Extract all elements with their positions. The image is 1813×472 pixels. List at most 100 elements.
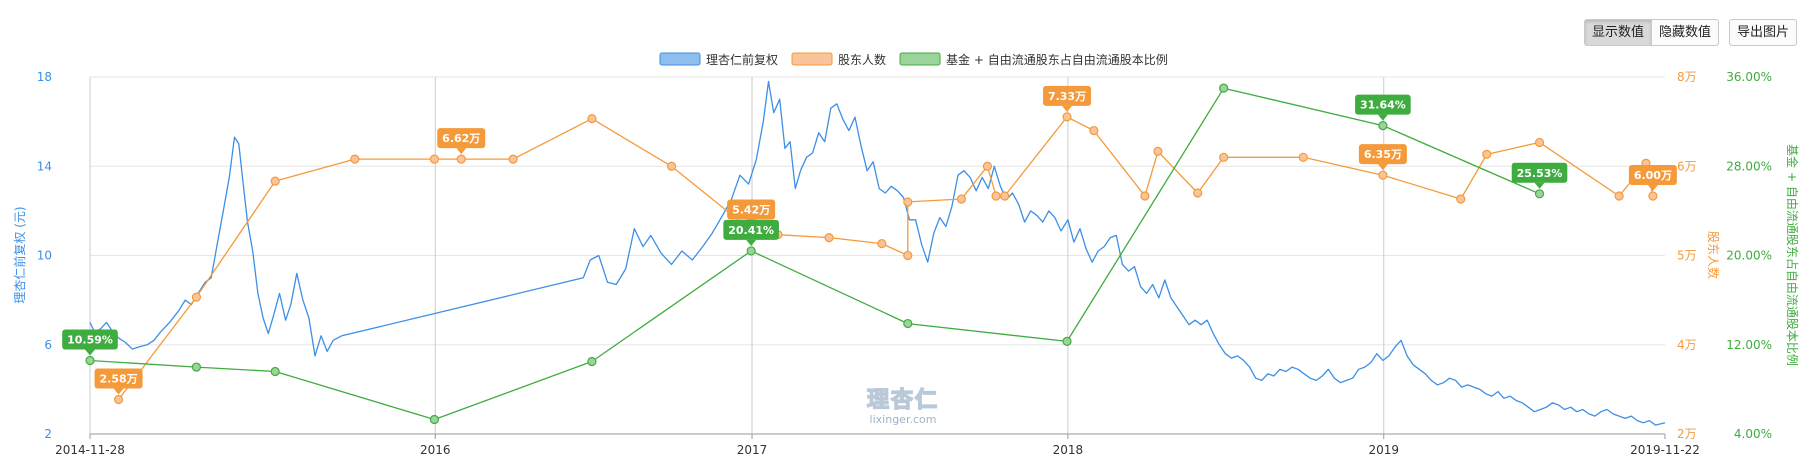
data-point <box>1648 191 1658 201</box>
data-point <box>903 250 913 261</box>
data-label-box <box>723 219 779 240</box>
data-label-pointer <box>1534 182 1545 189</box>
data-label-pointer <box>1062 105 1073 112</box>
data-point <box>113 394 124 405</box>
series-line <box>89 87 1540 421</box>
data-label-text: 20.41% <box>728 224 774 237</box>
data-point <box>1153 146 1163 156</box>
legend-swatch <box>659 52 701 66</box>
data-point <box>1614 191 1624 201</box>
data-label: 10.59% <box>62 329 118 356</box>
data-label-box <box>1628 165 1677 185</box>
y-right-tick-label: 20.00% <box>1726 249 1772 263</box>
data-label-text: 7.33万 <box>1048 90 1086 103</box>
hide-values-button[interactable]: 隐藏数值 <box>1651 19 1719 46</box>
watermark-domain: lixinger.com <box>870 413 937 426</box>
series-line <box>118 116 1654 400</box>
data-point <box>1482 149 1492 159</box>
data-point <box>191 292 202 302</box>
data-point <box>191 362 202 372</box>
y-right-tick-label: 36.00% <box>1726 70 1772 84</box>
data-label: 2.58万 <box>94 368 143 395</box>
legend-label: 理杏仁前复权 <box>706 52 778 67</box>
data-point <box>956 194 967 204</box>
data-label-box <box>1355 94 1411 115</box>
x-tick-label: 2019-11-22 <box>1630 443 1700 457</box>
data-point <box>1378 170 1388 180</box>
data-point <box>508 154 518 164</box>
y-right-tick-label: 12.00% <box>1726 338 1772 352</box>
legend: 理杏仁前复权 股东人数 基金 + 自由流通股东占自由流通股本比例 <box>659 52 1168 67</box>
data-label: 7.33万 <box>1043 85 1092 112</box>
data-point <box>587 114 597 124</box>
data-label-text: 6.62万 <box>442 132 480 145</box>
data-point <box>982 161 993 171</box>
y-mid-tick-label: 5万 <box>1677 249 1697 263</box>
y-left-axis-title: 理杏仁前复权 (元) <box>12 206 27 303</box>
data-point <box>1534 189 1545 199</box>
data-point <box>1219 83 1229 93</box>
data-point <box>903 197 913 207</box>
data-point <box>666 161 677 171</box>
y-mid-tick-label: 8万 <box>1677 70 1697 84</box>
data-point <box>746 246 756 256</box>
data-label-box <box>727 199 776 220</box>
data-label: 6.00万 <box>1628 165 1677 191</box>
legend-label: 基金 + 自由流通股东占自由流通股本比例 <box>946 52 1168 67</box>
legend-swatch <box>791 52 833 66</box>
data-label-pointer <box>746 239 757 246</box>
data-label-box <box>62 329 118 350</box>
data-point <box>991 191 1001 201</box>
export-image-button[interactable]: 导出图片 <box>1728 19 1797 46</box>
data-point <box>1456 194 1466 204</box>
data-label-text: 31.64% <box>1360 99 1406 112</box>
data-label: 6.62万 <box>437 128 486 155</box>
data-point <box>1378 121 1388 131</box>
watermark-logo-text: 理杏仁 <box>867 387 939 413</box>
y-mid-tick-label: 6万 <box>1677 159 1697 173</box>
y-mid-axis-title: 股东人数 <box>1706 231 1721 279</box>
show-values-button[interactable]: 显示数值 <box>1583 19 1652 46</box>
data-label-text: 6.35万 <box>1364 148 1402 161</box>
toolbar: 显示数值 隐藏数值 导出图片 <box>1583 19 1797 46</box>
x-tick-label: 2016 <box>420 443 451 457</box>
y-right-tick-label: 4.00% <box>1734 427 1772 441</box>
data-label-pointer <box>113 388 124 395</box>
data-label-text: 5.42万 <box>732 204 770 217</box>
legend-label: 股东人数 <box>838 52 886 67</box>
data-point <box>1089 125 1099 136</box>
y-left-tick-label: 14 <box>37 159 52 173</box>
data-point <box>1298 152 1308 162</box>
data-point <box>1000 191 1010 201</box>
data-point <box>877 239 887 249</box>
y-mid-tick-label: 2万 <box>1677 427 1697 441</box>
data-label-box <box>1358 144 1407 165</box>
data-label-pointer <box>1377 164 1388 171</box>
data-point <box>429 154 440 164</box>
data-label: 25.53% <box>1511 162 1568 189</box>
y-mid-tick-label: 4万 <box>1677 338 1697 352</box>
y-left-tick-label: 6 <box>44 338 52 352</box>
y-left-tick-label: 18 <box>37 70 52 84</box>
legend-item: 基金 + 自由流通股东占自由流通股本比例 <box>899 52 1168 67</box>
x-tick-label: 2019 <box>1368 443 1399 457</box>
data-label-text: 25.53% <box>1517 167 1563 180</box>
data-point <box>85 355 95 366</box>
x-tick-label: 2018 <box>1053 443 1084 457</box>
data-label-box <box>94 368 143 389</box>
x-tick-label: 2017 <box>737 443 768 457</box>
data-label-pointer <box>1377 114 1388 121</box>
value-toggle-group: 显示数值 隐藏数值 <box>1583 19 1719 46</box>
data-point <box>456 154 466 164</box>
data-point <box>350 154 360 164</box>
series-line <box>89 80 1666 426</box>
data-label: 20.41% <box>723 219 779 246</box>
data-label-text: 6.00万 <box>1634 169 1672 182</box>
y-right-tick-label: 28.00% <box>1726 159 1772 173</box>
data-point <box>1140 191 1150 201</box>
data-point <box>429 414 440 425</box>
data-label: 31.64% <box>1355 94 1411 121</box>
data-point <box>1534 137 1545 148</box>
